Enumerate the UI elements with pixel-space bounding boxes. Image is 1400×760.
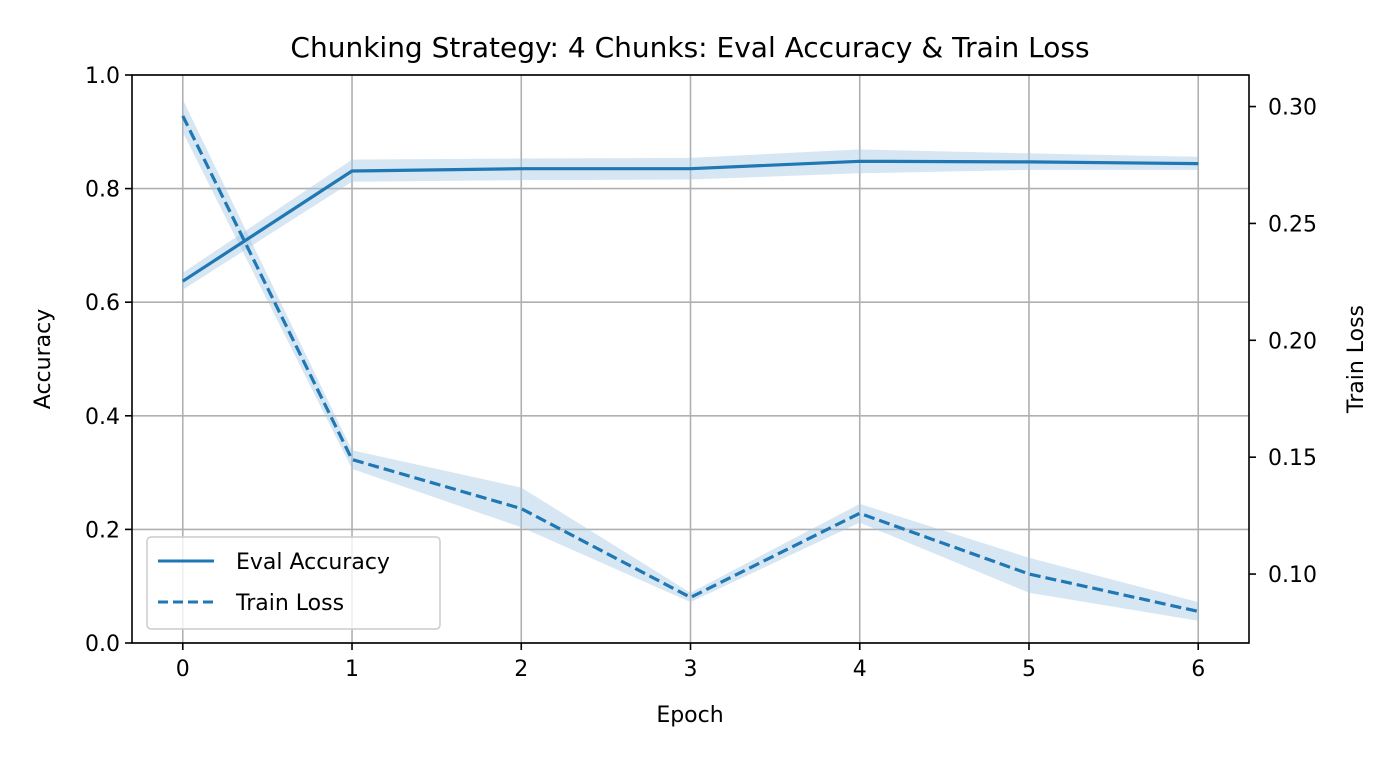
y-left-tick-label: 1.0 xyxy=(85,64,120,89)
y-left-tick-label: 0.8 xyxy=(85,178,120,203)
x-tick-label: 3 xyxy=(684,657,698,682)
line-eval-accuracy xyxy=(181,159,1199,283)
legend-label-train-loss: Train Loss xyxy=(235,591,344,616)
y-right-tick-label: 0.20 xyxy=(1268,329,1317,354)
y-left-tick-label: 0.4 xyxy=(85,405,120,430)
series-lines xyxy=(181,115,1199,613)
legend-box xyxy=(146,536,441,630)
y-right-tick-label: 0.30 xyxy=(1268,96,1317,121)
x-tick-label: 0 xyxy=(176,657,190,682)
axis-ticks: 0 1 2 3 4 5 6 0.0 0.2 0.4 0.6 0.8 1.0 0.10 0.15 0.20 0.2… xyxy=(85,64,1317,682)
legend: Eval Accuracy Train Loss xyxy=(146,536,441,630)
y-right-tick-label: 0.25 xyxy=(1268,212,1317,237)
y-left-tick-label: 0.0 xyxy=(85,632,120,657)
chart-title: Chunking Strategy: 4 Chunks: Eval Accura… xyxy=(290,31,1089,64)
y-axis-label-left: Accuracy xyxy=(31,309,56,409)
y-left-tick-label: 0.2 xyxy=(85,518,120,543)
x-tick-label: 5 xyxy=(1022,657,1036,682)
y-left-tick-label: 0.6 xyxy=(85,291,120,316)
x-tick-label: 2 xyxy=(514,657,528,682)
y-right-tick-label: 0.10 xyxy=(1268,563,1317,588)
x-axis-label: Epoch xyxy=(656,703,723,728)
y-axis-label-right: Train Loss xyxy=(1344,305,1369,414)
x-tick-label: 4 xyxy=(853,657,867,682)
y-right-tick-label: 0.15 xyxy=(1268,446,1317,471)
x-tick-label: 1 xyxy=(345,657,359,682)
legend-label-eval-accuracy: Eval Accuracy xyxy=(236,550,390,575)
x-tick-label: 6 xyxy=(1191,657,1205,682)
band-train-loss xyxy=(182,99,1199,621)
